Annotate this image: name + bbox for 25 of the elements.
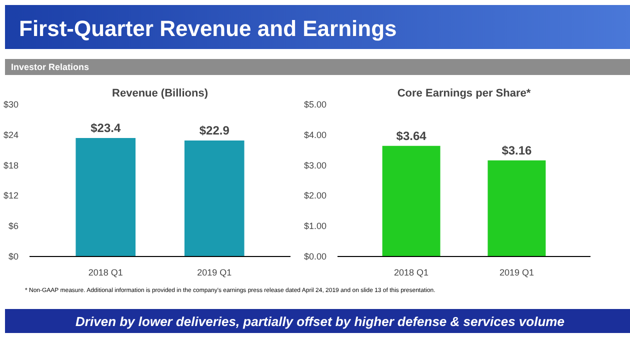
y-tick-label: $12 <box>3 190 19 201</box>
y-tick-label: $30 <box>3 100 19 110</box>
y-tick-label: $0.00 <box>304 252 327 262</box>
chart-title: Core Earnings per Share* <box>397 88 532 100</box>
y-tick-label: $1.00 <box>304 221 327 232</box>
y-tick-label: $0 <box>8 252 19 262</box>
data-label: $23.4 <box>90 120 121 135</box>
y-tick-label: $4.00 <box>304 130 327 140</box>
text: First-Quarter Revenue and Earnings <box>19 15 397 43</box>
x-tick-label: 2019 Q1 <box>197 268 232 278</box>
y-tick-label: $5.00 <box>304 100 327 110</box>
data-label: $3.16 <box>502 143 532 158</box>
text: Investor Relations <box>11 61 90 74</box>
text: Driven by lower deliveries, partially offset by higher defense & services volume <box>76 313 564 331</box>
y-tick-label: $18 <box>3 160 19 170</box>
x-tick-label: 2018 Q1 <box>88 268 123 278</box>
data-label: $22.9 <box>199 123 230 138</box>
y-tick-label: $2.00 <box>304 190 327 201</box>
y-tick-label: $24 <box>3 130 19 140</box>
y-tick-label: $3.00 <box>304 160 327 170</box>
y-tick-label: $6 <box>8 221 19 232</box>
x-tick-label: 2018 Q1 <box>394 268 429 278</box>
data-label: $3.64 <box>396 128 427 143</box>
x-tick-label: 2019 Q1 <box>499 268 534 278</box>
chart-title: Revenue (Billions) <box>112 88 208 100</box>
